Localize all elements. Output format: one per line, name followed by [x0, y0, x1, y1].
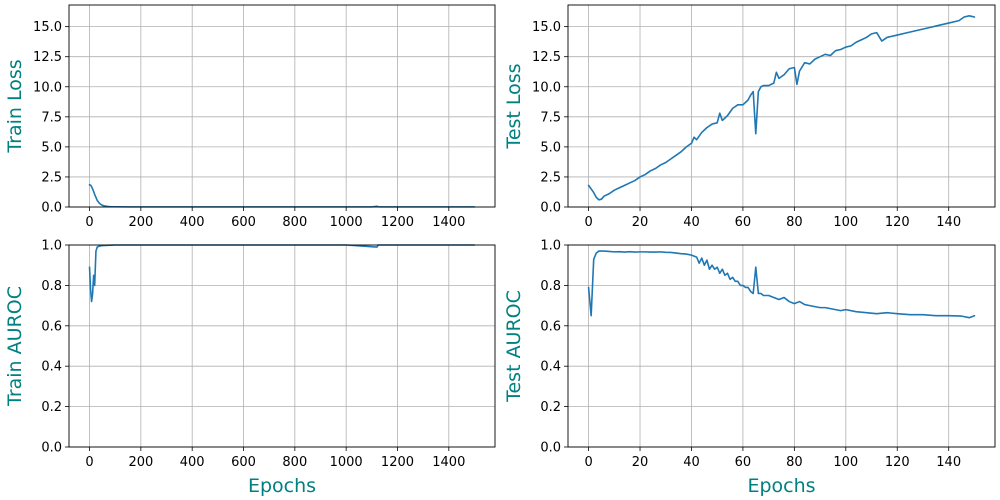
y-tick-label: 0.0 — [41, 441, 62, 456]
x-tick-label: 400 — [180, 215, 205, 230]
y-tick-label: 5.0 — [41, 140, 62, 155]
x-tick-label: 600 — [231, 455, 256, 470]
x-tick-label: 80 — [786, 455, 803, 470]
y-tick-label: 5.0 — [540, 140, 561, 155]
x-tick-label: 20 — [632, 215, 649, 230]
x-tick-label: 1200 — [381, 215, 414, 230]
y-tick-label: 10.0 — [33, 80, 62, 95]
y-tick-label: 0.6 — [41, 319, 62, 334]
x-tick-label: 100 — [833, 215, 858, 230]
subplot-train-auroc: 0 200 400 600 800 1000 1200 1400 0.0 0.2 0.4 0.6 0.8… — [4, 239, 496, 497]
x-axis-label: Epochs — [248, 475, 316, 497]
series-line — [587, 250, 976, 319]
x-tick-label: 20 — [632, 455, 649, 470]
y-tick-label: 0.4 — [540, 360, 561, 375]
x-tick-label: 200 — [128, 215, 153, 230]
x-tick-label: 120 — [885, 455, 910, 470]
x-tick-label: 40 — [683, 215, 700, 230]
x-tick-label: 0 — [85, 455, 93, 470]
x-tick-label: 120 — [885, 215, 910, 230]
y-tick-label: 0.2 — [41, 400, 62, 415]
y-axis-label: Train AUROC — [4, 286, 26, 407]
x-tick-label: 1000 — [330, 215, 363, 230]
y-axis-label: Train Loss — [4, 59, 26, 153]
x-tick-label: 60 — [735, 455, 752, 470]
y-tick-label: 10.0 — [532, 80, 561, 95]
x-tick-label: 140 — [936, 215, 961, 230]
x-tick-label: 0 — [584, 455, 592, 470]
x-tick-label: 80 — [786, 215, 803, 230]
y-tick-label: 0.0 — [540, 201, 561, 216]
y-tick-label: 0.0 — [41, 201, 62, 216]
x-tick-label: 1200 — [381, 455, 414, 470]
x-tick-label: 40 — [683, 455, 700, 470]
x-tick-label: 200 — [128, 455, 153, 470]
subplot-test-auroc: 0 20 40 60 80 100 120 140 0.0 0.2 0.4 0.6 0.8 1.0 Test… — [503, 239, 996, 497]
y-tick-label: 7.5 — [540, 110, 561, 125]
y-tick-label: 12.5 — [532, 50, 561, 65]
series-line — [88, 244, 476, 303]
series-line — [88, 183, 476, 208]
x-tick-label: 0 — [584, 215, 592, 230]
plot-frame — [567, 244, 996, 448]
y-tick-label: 12.5 — [33, 50, 62, 65]
y-tick-label: 1.0 — [540, 239, 561, 254]
y-tick-label: 0.2 — [540, 400, 561, 415]
y-tick-label: 15.0 — [532, 20, 561, 35]
x-tick-label: 1400 — [432, 455, 465, 470]
y-tick-label: 2.5 — [540, 170, 561, 185]
y-tick-label: 0.6 — [540, 319, 561, 334]
y-tick-label: 0.8 — [41, 279, 62, 294]
y-axis-label: Test Loss — [503, 63, 525, 149]
x-tick-label: 800 — [282, 455, 307, 470]
y-tick-label: 2.5 — [41, 170, 62, 185]
x-tick-label: 0 — [85, 215, 93, 230]
y-tick-label: 1.0 — [41, 239, 62, 254]
y-tick-label: 0.8 — [540, 279, 561, 294]
series-line — [587, 15, 976, 201]
x-tick-label: 400 — [180, 455, 205, 470]
x-tick-label: 1000 — [330, 455, 363, 470]
subplot-test-loss: 0 20 40 60 80 100 120 140 0.0 2.5 5.0 7.5 10.0 12.5 15… — [503, 4, 996, 230]
subplot-train-loss: 0 200 400 600 800 1000 1200 1400 0.0 2.5 5.0 7.5 10.… — [4, 4, 496, 230]
plot-frame — [68, 244, 496, 448]
y-tick-label: 0.0 — [540, 441, 561, 456]
y-tick-label: 0.4 — [41, 360, 62, 375]
x-tick-label: 100 — [833, 455, 858, 470]
x-tick-label: 60 — [735, 215, 752, 230]
y-axis-label: Test AUROC — [503, 290, 525, 403]
x-tick-label: 140 — [936, 455, 961, 470]
plot-frame — [567, 4, 996, 208]
y-tick-label: 7.5 — [41, 110, 62, 125]
y-tick-label: 15.0 — [33, 20, 62, 35]
x-axis-label: Epochs — [747, 475, 815, 497]
x-tick-label: 800 — [282, 215, 307, 230]
plot-frame — [68, 4, 496, 208]
x-tick-label: 1400 — [432, 215, 465, 230]
x-tick-label: 600 — [231, 215, 256, 230]
